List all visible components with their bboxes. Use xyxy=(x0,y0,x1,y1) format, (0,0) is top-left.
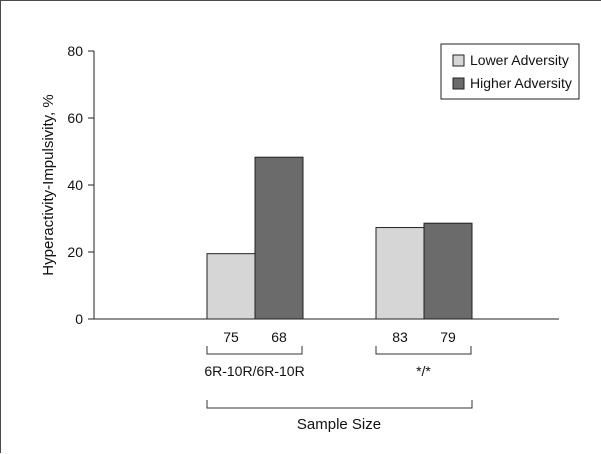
legend-label-higher-adversity: Higher Adversity xyxy=(470,75,572,91)
group-brackets: 6R-10R/6R-10R */* xyxy=(204,346,472,379)
legend-swatch-lower-adversity xyxy=(452,54,465,67)
legend-label-lower-adversity: Lower Adversity xyxy=(470,52,569,68)
sample-size-labels: 75 68 83 79 xyxy=(223,329,456,345)
y-tick-label: 40 xyxy=(67,177,83,193)
bar-lower-adversity-0 xyxy=(206,253,256,320)
group-label: */* xyxy=(416,363,431,379)
bars xyxy=(206,156,473,320)
sample-size-value: 75 xyxy=(223,329,239,345)
y-tick-label: 20 xyxy=(67,244,83,260)
sample-size-label: Sample Size xyxy=(297,416,381,433)
y-tick-label: 60 xyxy=(67,110,83,126)
y-tick-label: 80 xyxy=(67,43,83,59)
sample-size-value: 79 xyxy=(440,329,456,345)
bar-lower-adversity-1 xyxy=(375,227,425,320)
y-ticks: 0 20 40 60 80 xyxy=(67,43,94,327)
legend-swatch-higher-adversity xyxy=(452,77,465,90)
y-tick-label: 0 xyxy=(75,311,83,327)
group-label: 6R-10R/6R-10R xyxy=(204,363,304,379)
group-bracket xyxy=(206,346,303,355)
bar-higher-adversity-0 xyxy=(254,156,304,320)
legend-box xyxy=(440,43,580,100)
group-bracket xyxy=(375,346,472,355)
bar-higher-adversity-1 xyxy=(423,222,473,320)
y-axis-label: Hyperactivity-Impulsivity, % xyxy=(40,94,57,275)
sample-size-bracket xyxy=(206,400,473,409)
legend: Lower Adversity Higher Adversity xyxy=(440,43,580,100)
sample-size-value: 68 xyxy=(271,329,287,345)
sample-size-value: 83 xyxy=(392,329,408,345)
